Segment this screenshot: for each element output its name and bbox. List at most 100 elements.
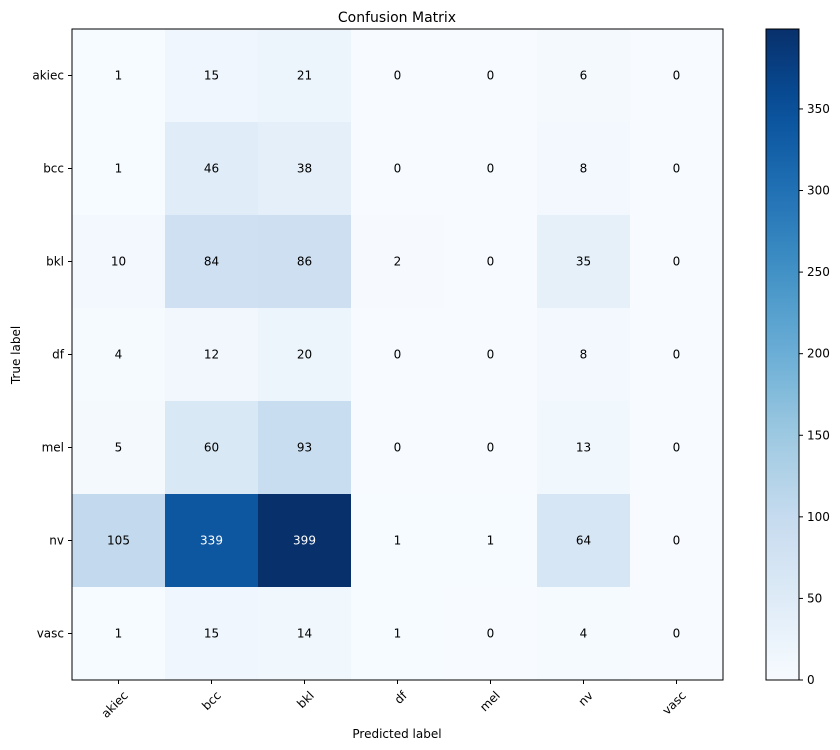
heatmap-cell <box>630 308 724 402</box>
heatmap-cell <box>72 494 166 588</box>
cell-value-label: 10 <box>111 255 126 269</box>
heatmap-cell <box>444 494 538 588</box>
colorbar-tick-label: 100 <box>807 510 830 524</box>
y-tick-label: bcc <box>43 162 64 176</box>
heatmap-cell <box>351 587 445 681</box>
cell-value-label: 35 <box>576 255 591 269</box>
cell-value-label: 0 <box>673 255 681 269</box>
heatmap-cell <box>165 308 259 402</box>
heatmap-cell <box>444 587 538 681</box>
heatmap-cell <box>537 29 631 123</box>
y-tick-label: df <box>52 348 65 362</box>
cell-value-label: 0 <box>394 69 402 83</box>
heatmap-cell <box>165 401 259 495</box>
cell-value-label: 86 <box>297 255 312 269</box>
cell-value-label: 0 <box>487 162 495 176</box>
heatmap-cell <box>258 122 352 216</box>
heatmap-cell <box>444 29 538 123</box>
cell-value-label: 13 <box>576 441 591 455</box>
cell-value-label: 46 <box>204 162 219 176</box>
heatmap-cell <box>630 587 724 681</box>
cell-value-label: 5 <box>115 441 123 455</box>
heatmap-cell <box>630 29 724 123</box>
heatmap-cell <box>630 494 724 588</box>
y-tick-label: vasc <box>37 627 64 641</box>
cell-value-label: 14 <box>297 627 312 641</box>
y-axis-title: True label <box>9 326 23 385</box>
cell-value-label: 1 <box>115 627 123 641</box>
cell-value-label: 0 <box>487 627 495 641</box>
heatmap-cell <box>444 122 538 216</box>
cell-value-label: 399 <box>293 534 316 548</box>
x-tick-label: vasc <box>660 688 689 717</box>
heatmap-cell <box>165 29 259 123</box>
colorbar-tick-label: 150 <box>807 428 830 442</box>
heatmap-cell <box>444 215 538 309</box>
cell-value-label: 0 <box>673 627 681 641</box>
cell-value-label: 4 <box>580 627 588 641</box>
heatmap-cell <box>258 401 352 495</box>
cell-value-label: 0 <box>394 348 402 362</box>
y-axis-ticks: akiec bcc bkl df mel nv vasc <box>32 69 72 641</box>
heatmap-cell <box>351 401 445 495</box>
cell-value-label: 1 <box>394 534 402 548</box>
cell-value-label: 8 <box>580 162 588 176</box>
x-axis-title: Predicted label <box>352 727 441 741</box>
heatmap-cell <box>258 587 352 681</box>
cell-value-label: 84 <box>204 255 219 269</box>
cell-value-label: 0 <box>487 348 495 362</box>
cell-value-label: 105 <box>107 534 130 548</box>
cell-value-label: 2 <box>394 255 402 269</box>
cell-value-label: 0 <box>487 69 495 83</box>
y-tick-label: nv <box>49 534 64 548</box>
cell-value-label: 0 <box>673 69 681 83</box>
heatmap-cell <box>258 215 352 309</box>
heatmap-cell <box>444 401 538 495</box>
x-tick-label: akiec <box>99 688 131 720</box>
colorbar-tick-label: 250 <box>807 265 830 279</box>
heatmap-cell <box>351 122 445 216</box>
cell-value-label: 93 <box>297 441 312 455</box>
cell-value-label: 0 <box>487 441 495 455</box>
heatmap-cell <box>351 29 445 123</box>
heatmap-cell <box>72 122 166 216</box>
cell-value-label: 0 <box>394 441 402 455</box>
x-tick-label: df <box>392 688 411 707</box>
heatmap-cell <box>537 401 631 495</box>
heatmap-cell <box>165 122 259 216</box>
heatmap-cell <box>165 215 259 309</box>
cell-value-label: 4 <box>115 348 123 362</box>
cell-value-label: 0 <box>673 348 681 362</box>
cell-value-label: 8 <box>580 348 588 362</box>
cell-value-label: 1 <box>487 534 495 548</box>
heatmap-cell <box>630 215 724 309</box>
y-tick-label: akiec <box>32 69 64 83</box>
heatmap-cell <box>258 308 352 402</box>
cell-value-label: 15 <box>204 627 219 641</box>
heatmap-cell <box>72 401 166 495</box>
cell-value-label: 0 <box>487 255 495 269</box>
heatmap-cell <box>351 215 445 309</box>
x-tick-label: nv <box>576 688 596 708</box>
colorbar-tick-label: 350 <box>807 102 830 116</box>
heatmap-cell <box>630 122 724 216</box>
heatmap-cell <box>258 494 352 588</box>
cell-value-label: 0 <box>673 534 681 548</box>
y-tick-label: mel <box>42 441 64 455</box>
heatmap-cell <box>537 215 631 309</box>
heatmap-cell <box>72 29 166 123</box>
heatmap-cell <box>72 308 166 402</box>
cell-value-label: 20 <box>297 348 312 362</box>
heatmap-cell <box>537 494 631 588</box>
heatmap-cell <box>630 401 724 495</box>
colorbar-tick-label: 50 <box>807 591 822 605</box>
heatmap-cell <box>258 29 352 123</box>
colorbar <box>765 28 800 681</box>
colorbar-ticks: 0 50 100 150 200 250 300 350 <box>799 102 830 687</box>
cell-value-label: 15 <box>204 69 219 83</box>
colorbar-tick-label: 0 <box>807 673 815 687</box>
heatmap-cell <box>351 494 445 588</box>
cell-value-label: 6 <box>580 69 588 83</box>
cell-value-label: 1 <box>115 69 123 83</box>
